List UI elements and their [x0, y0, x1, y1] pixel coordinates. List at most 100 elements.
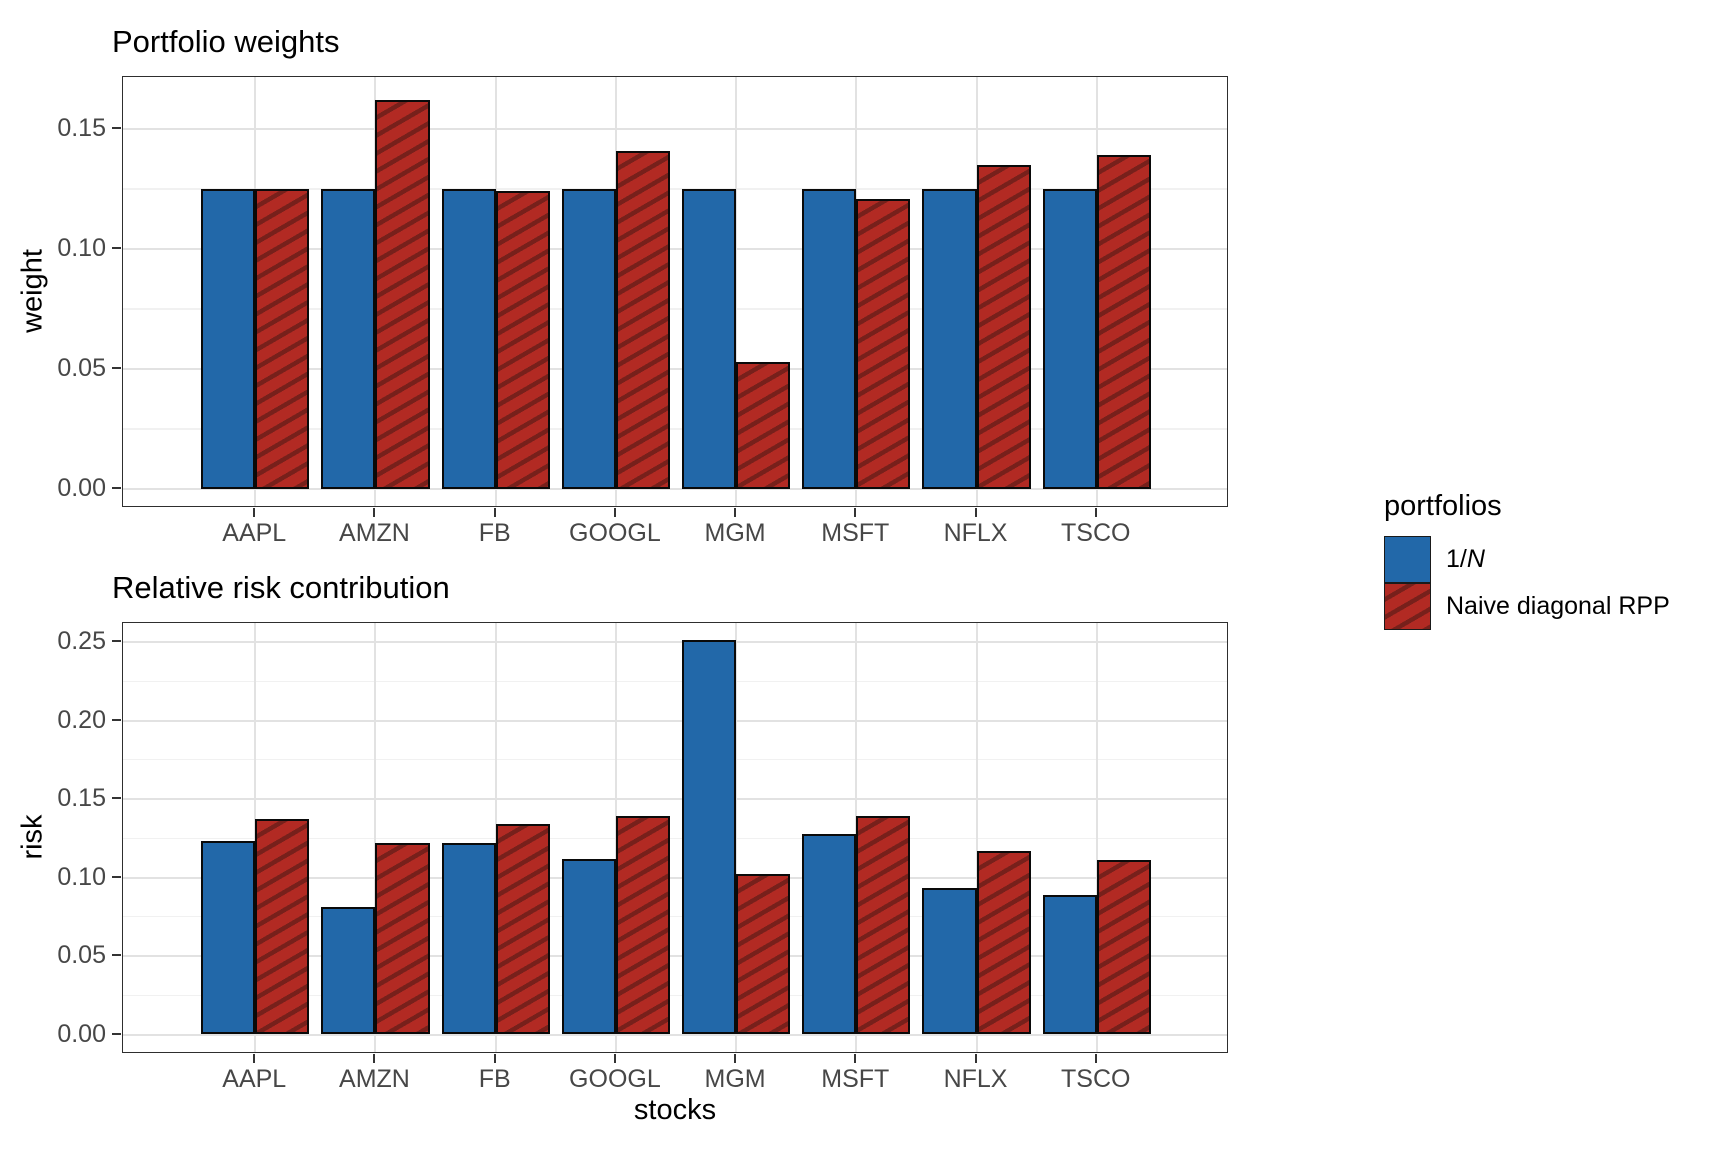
legend-item-label: Naive diagonal RPP	[1446, 592, 1670, 621]
gridline-major	[123, 641, 1227, 643]
y-tick-label: 0.15	[57, 784, 106, 812]
legend-label-text: 1/	[1446, 545, 1467, 573]
y-tick-label: 0.05	[57, 941, 106, 969]
legend-label-text: N	[1466, 545, 1485, 573]
bar-AAPL-RPP	[255, 819, 310, 1035]
x-tick-mark	[974, 1054, 977, 1063]
bar-MGM-1N	[682, 189, 737, 489]
x-tick-label: TSCO	[1061, 1065, 1131, 1093]
x-tick-mark	[854, 508, 857, 517]
gridline-major	[123, 876, 1227, 879]
bar-AMZN-RPP	[375, 842, 430, 1035]
x-tick-label: AMZN	[339, 519, 410, 547]
bar-GOOGL-RPP	[615, 150, 670, 489]
x-tick-label: AAPL	[222, 519, 287, 547]
x-tick-mark	[613, 1054, 616, 1063]
bar-AMZN-RPP	[375, 100, 430, 489]
gridline-minor	[123, 308, 1227, 310]
y-axis-title: weight	[16, 249, 49, 333]
bar-TSCO-RPP	[1096, 155, 1151, 489]
bar-TSCO-1N	[1042, 189, 1097, 489]
gridline-vertical	[374, 623, 377, 1052]
x-tick-label: NFLX	[943, 1065, 1008, 1093]
legend: portfolios 1/N Naive diagonal RPP	[1384, 490, 1670, 630]
x-tick-label: AAPL	[222, 1065, 287, 1093]
x-axis-title: stocks	[633, 1094, 717, 1126]
gridline-major	[123, 955, 1227, 957]
x-tick-label: FB	[478, 519, 511, 547]
y-tick-label: 0.05	[57, 354, 106, 382]
bar-GOOGL-RPP	[615, 816, 670, 1035]
bar-FB-RPP	[495, 824, 550, 1035]
x-tick-mark	[1094, 1054, 1097, 1063]
y-tick-mark	[112, 367, 121, 369]
bar-TSCO-1N	[1042, 894, 1097, 1035]
y-tick-label: 0.15	[57, 114, 106, 142]
bar-MGM-1N	[682, 640, 737, 1035]
bar-AAPL-RPP	[255, 189, 310, 489]
bar-MGM-RPP	[736, 874, 791, 1035]
y-tick-label: 0.00	[57, 474, 106, 502]
bar-GOOGL-1N	[561, 858, 616, 1035]
bar-TSCO-RPP	[1096, 860, 1151, 1035]
x-tick-mark	[253, 1054, 256, 1063]
x-tick-label: GOOGL	[569, 1065, 661, 1093]
y-tick-label: 0.10	[57, 862, 106, 891]
bar-MSFT-1N	[802, 189, 857, 489]
legend-item: Naive diagonal RPP	[1384, 583, 1670, 630]
x-tick-mark	[493, 1054, 496, 1063]
x-tick-mark	[734, 508, 737, 517]
x-tick-label: FB	[478, 1065, 511, 1093]
bar-FB-RPP	[495, 191, 550, 489]
legend-item-label: 1/N	[1446, 545, 1485, 574]
x-tick-label: MGM	[704, 519, 766, 547]
y-tick-label: 0.25	[57, 627, 106, 655]
bar-FB-1N	[441, 842, 496, 1035]
gridline-vertical	[1095, 623, 1098, 1052]
y-tick-mark	[112, 718, 121, 721]
legend-key-red-hatched	[1384, 583, 1431, 630]
x-tick-label: TSCO	[1061, 519, 1131, 547]
gridline-minor	[123, 428, 1227, 430]
legend-items: 1/N Naive diagonal RPP	[1384, 536, 1670, 630]
bar-MSFT-1N	[802, 833, 857, 1035]
gridline-major	[123, 719, 1227, 722]
y-tick-mark	[112, 127, 121, 129]
x-tick-mark	[373, 1054, 376, 1063]
bar-AAPL-1N	[201, 189, 256, 489]
chart-title: Relative risk contribution	[112, 570, 450, 605]
y-axis-title: risk	[16, 814, 49, 860]
bar-MSFT-RPP	[856, 198, 911, 489]
x-tick-mark	[1094, 508, 1097, 517]
x-tick-label: MSFT	[821, 519, 890, 547]
bar-FB-1N	[441, 189, 496, 489]
gridline-major	[123, 128, 1227, 130]
x-tick-mark	[373, 508, 376, 517]
gridline-vertical	[735, 623, 738, 1052]
y-tick-label: 0.20	[57, 705, 106, 734]
plot-panel	[122, 622, 1228, 1053]
y-tick-mark	[112, 640, 121, 642]
x-tick-label: MGM	[704, 1065, 766, 1093]
x-tick-label: GOOGL	[569, 519, 661, 547]
bar-MGM-RPP	[736, 361, 791, 489]
gridline-major	[123, 1033, 1227, 1036]
x-tick-label: AMZN	[339, 1065, 410, 1093]
bar-AMZN-1N	[321, 907, 376, 1035]
gridline-major	[123, 798, 1227, 800]
x-tick-mark	[613, 508, 616, 517]
x-tick-label: NFLX	[943, 519, 1008, 547]
bar-NFLX-RPP	[976, 165, 1031, 489]
legend-label-text: Naive diagonal RPP	[1446, 592, 1670, 620]
bar-GOOGL-1N	[561, 189, 616, 489]
y-tick-label: 0.10	[57, 234, 106, 262]
y-tick-mark	[112, 954, 121, 956]
legend-key-blue-solid	[1384, 536, 1431, 583]
bar-AAPL-1N	[201, 841, 256, 1035]
gridline-minor	[123, 188, 1227, 190]
y-tick-mark	[112, 797, 121, 799]
y-tick-mark	[112, 875, 121, 878]
gridline-minor	[123, 994, 1227, 996]
gridline-major	[123, 248, 1227, 250]
